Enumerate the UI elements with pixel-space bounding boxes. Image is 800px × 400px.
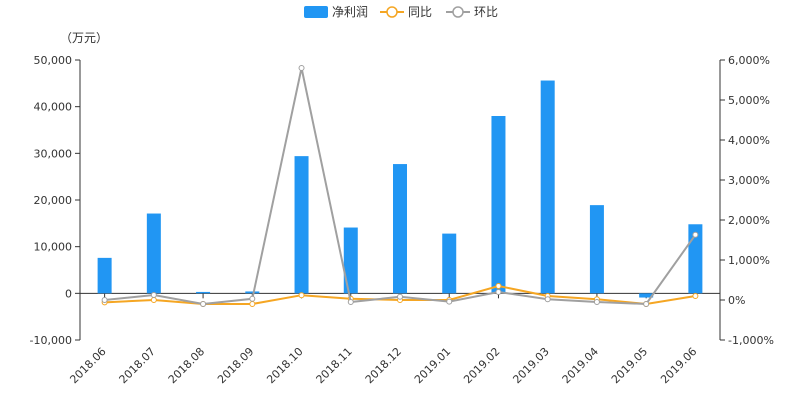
y-left-tick-label: 20,000 <box>34 194 73 207</box>
y-right-tick-label: 4,000% <box>728 134 770 147</box>
bar <box>97 257 112 294</box>
y-right-tick-label: 2,000% <box>728 214 770 227</box>
y-left-tick-label: -10,000 <box>30 334 72 347</box>
series-point <box>446 298 453 305</box>
series-point <box>150 292 157 298</box>
bar <box>343 227 358 294</box>
y-right-tick-label: 6,000% <box>728 54 770 67</box>
series-point <box>150 297 157 303</box>
y-left-tick-label: 30,000 <box>34 147 73 160</box>
x-tick-label: 2019.04 <box>560 345 601 386</box>
legend: 净利润 同比 环比 <box>304 5 498 19</box>
y-left-tick-label: 0 <box>65 287 72 300</box>
bar <box>442 233 457 294</box>
series-point <box>495 289 502 295</box>
series-point <box>200 301 207 307</box>
series-point <box>593 299 600 305</box>
series-point <box>495 283 502 289</box>
x-tick-label: 2019.06 <box>658 345 699 386</box>
series-point <box>298 65 305 71</box>
y-left-tick-label: 40,000 <box>34 101 73 114</box>
legend-swatch-bar <box>304 6 328 18</box>
bar <box>146 213 161 294</box>
y-right-tick-label: 3,000% <box>728 174 770 187</box>
bar <box>196 291 211 294</box>
bars <box>97 80 703 298</box>
y-left-unit-label: （万元） <box>60 31 108 45</box>
x-tick-label: 2019.01 <box>412 345 453 386</box>
legend-label: 环比 <box>474 5 498 19</box>
series-point <box>643 301 650 307</box>
lines <box>101 65 699 307</box>
bar <box>540 80 555 294</box>
series-point <box>692 231 699 238</box>
series-point <box>249 301 256 307</box>
x-tick-label: 2019.05 <box>609 345 650 386</box>
bar <box>589 205 604 294</box>
legend-label: 同比 <box>408 5 432 19</box>
legend-label: 净利润 <box>332 5 368 19</box>
x-tick-label: 2018.12 <box>363 345 404 386</box>
x-tick-label: 2018.10 <box>264 345 305 386</box>
series-point <box>101 297 108 303</box>
series-point <box>249 295 256 302</box>
x-tick-label: 2019.03 <box>510 345 551 386</box>
bar <box>294 156 309 294</box>
legend-swatch-marker <box>386 6 398 18</box>
y-right-tick-label: -1,000% <box>728 334 774 347</box>
x-tick-label: 2018.07 <box>117 345 158 386</box>
series-point <box>544 296 551 303</box>
y-right-tick-label: 1,000% <box>728 254 770 267</box>
x-tick-label: 2018.11 <box>314 345 355 386</box>
y-right-tick-label: 5,000% <box>728 94 770 107</box>
series-point <box>347 299 354 305</box>
y-left-tick-label: 50,000 <box>34 54 73 67</box>
x-tick-label: 2018.09 <box>215 345 256 386</box>
series-point <box>298 292 305 299</box>
x-tick-label: 2018.08 <box>166 345 207 386</box>
x-tick-label: 2019.02 <box>461 345 502 386</box>
bar <box>688 224 703 294</box>
y-right-tick-label: 0% <box>728 294 745 307</box>
bar <box>393 164 407 294</box>
y-left-tick-label: 10,000 <box>34 241 73 254</box>
series-point <box>692 293 699 299</box>
x-tick-label: 2018.06 <box>67 345 108 386</box>
legend-swatch-marker <box>452 6 464 18</box>
bar <box>639 293 654 298</box>
bar <box>491 116 506 294</box>
series-point <box>397 293 403 300</box>
bar <box>245 291 260 294</box>
